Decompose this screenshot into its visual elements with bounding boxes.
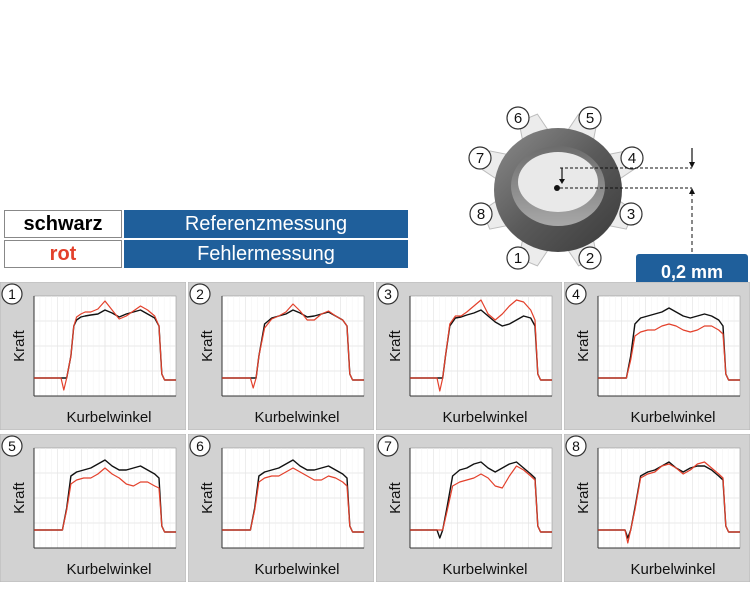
gear-position-label: 4 [628,150,636,167]
gear-labels: 1 2 3 4 5 6 7 8 [468,106,644,270]
x-axis-label: Kurbelwinkel [66,561,151,578]
chart-svg: 3 Kraft Kurbelwinkel [376,282,562,430]
chart-svg: 1 Kraft Kurbelwinkel [0,282,186,430]
legend-key-error: rot [4,240,122,268]
gear-position-label: 1 [514,250,522,267]
x-axis-label: Kurbelwinkel [254,561,339,578]
chart-panel-5: 5 Kraft Kurbelwinkel [0,434,186,582]
panel-number-label: 2 [196,286,204,302]
y-axis-label: Kraft [199,329,216,362]
offset-marker [554,148,695,254]
series-line-error [222,303,364,389]
series-line-reference [34,459,176,533]
panel-number-label: 4 [572,286,580,302]
panel-number-marker [189,435,211,457]
series-line-error [410,299,552,392]
series-line-reference [598,307,740,381]
series-line-error [34,300,176,391]
gear-position-marker [468,146,492,170]
chart-panel-6: 6 Kraft Kurbelwinkel [188,434,374,582]
panel-number-marker [189,283,211,305]
gear-position-marker [620,146,644,170]
legend-value-error: Fehlermessung [124,240,408,268]
chart-svg: 6 Kraft Kurbelwinkel [188,434,374,582]
gear-position-label: 8 [477,206,485,223]
panel-number-label: 8 [572,438,580,454]
legend-key-reference: schwarz [4,210,122,238]
y-axis-label: Kraft [11,329,28,362]
chart-svg: 8 Kraft Kurbelwinkel [564,434,750,582]
panel-number-marker [565,283,587,305]
x-axis-label: Kurbelwinkel [66,409,151,426]
panel-number-label: 6 [196,438,204,454]
y-axis-label: Kraft [11,481,28,514]
chart-panel-2: 2 Kraft Kurbelwinkel [188,282,374,430]
legend-row-reference: schwarz Referenzmessung [4,210,408,238]
chart-panel-3: 3 Kraft Kurbelwinkel [376,282,562,430]
legend: schwarz Referenzmessung rot Fehlermessun… [4,210,408,270]
y-axis-label: Kraft [387,329,404,362]
gear-position-label: 3 [627,206,635,223]
gear-position-marker [506,246,530,270]
legend-value-reference: Referenzmessung [124,210,408,238]
gear-position-label: 6 [514,110,522,127]
panel-number-label: 3 [384,286,392,302]
x-axis-label: Kurbelwinkel [254,409,339,426]
legend-row-error: rot Fehlermessung [4,240,408,268]
gear-bore-opening [518,152,598,212]
series-line-reference [222,459,364,533]
chart-panel-8: 8 Kraft Kurbelwinkel [564,434,750,582]
gear-position-label: 7 [476,150,484,167]
gear-position-marker [506,106,530,130]
gear-position-marker [578,106,602,130]
series-line-error [34,467,176,533]
panel-number-marker [565,435,587,457]
x-axis-label: Kurbelwinkel [630,409,715,426]
gear-position-label: 2 [586,250,594,267]
chart-svg: 7 Kraft Kurbelwinkel [376,434,562,582]
panel-number-marker [377,283,399,305]
panel-number-label: 1 [8,286,16,302]
gear-position-marker [469,202,493,226]
panel-number-marker [1,435,23,457]
panel-number-marker [377,435,399,457]
gear-illustration: 1 2 3 4 5 6 7 8 [468,106,695,270]
chart-panel-7: 7 Kraft Kurbelwinkel [376,434,562,582]
series-line-error [598,323,740,381]
chart-panel-4: 4 Kraft Kurbelwinkel [564,282,750,430]
chart-svg: 5 Kraft Kurbelwinkel [0,434,186,582]
panel-number-marker [1,283,23,305]
chart-svg: 4 Kraft Kurbelwinkel [564,282,750,430]
gear-position-marker [578,246,602,270]
series-line-error [222,467,364,533]
x-axis-label: Kurbelwinkel [442,561,527,578]
chart-panel-1: 1 Kraft Kurbelwinkel [0,282,186,430]
panel-number-label: 5 [8,438,16,454]
chart-svg: 2 Kraft Kurbelwinkel [188,282,374,430]
x-axis-label: Kurbelwinkel [442,409,527,426]
chart-panels: 1 Kraft Kurbelwinkel 2 Kraft Kurbelwinkel 3 Kra… [0,282,750,600]
x-axis-label: Kurbelwinkel [630,561,715,578]
series-line-error [410,465,552,533]
y-axis-label: Kraft [387,481,404,514]
gear-position-marker [619,202,643,226]
series-line-error [598,461,740,544]
y-axis-label: Kraft [575,329,592,362]
gear-position-label: 5 [586,110,594,127]
y-axis-label: Kraft [199,481,216,514]
y-axis-label: Kraft [575,481,592,514]
panel-number-label: 7 [384,438,392,454]
